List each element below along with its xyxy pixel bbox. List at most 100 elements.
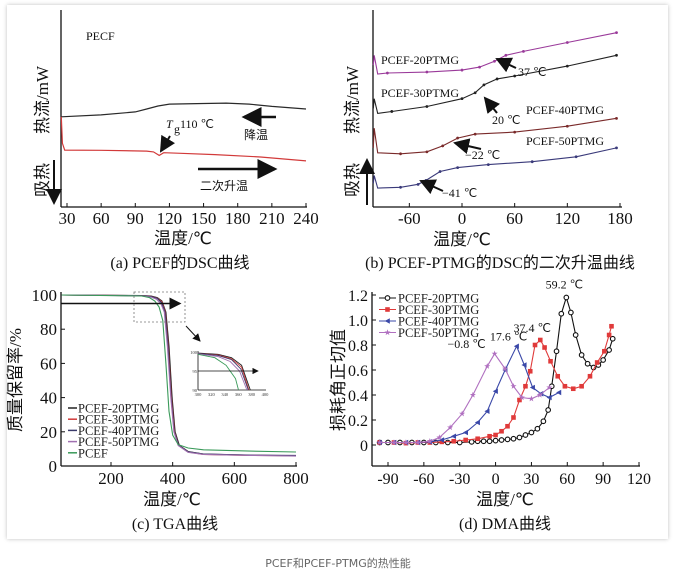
d-legend: PCEF-20PTMGPCEF-30PTMGPCEF-40PTMGPCEF-50… (379, 292, 479, 340)
b-x-tick-label: 180 (607, 209, 633, 228)
d-y-label: 损耗角正切值 (329, 329, 348, 431)
d-series-1-point (555, 373, 561, 379)
d-series-0-point (572, 332, 579, 338)
d-series-3-point (469, 391, 476, 398)
d-series-3-point (390, 439, 398, 446)
d-series-2-point (513, 343, 519, 350)
inset-x-tick-label: 400 (262, 392, 270, 397)
d-series-2-point (492, 388, 498, 395)
d-legend-label: PCEF-40PTMG (398, 315, 479, 329)
d-y-tick-label: 1.2 (348, 288, 368, 305)
d-series-1-point (562, 383, 568, 389)
d-series-2-point (556, 389, 562, 396)
a-y-label: 热流/mW (33, 65, 52, 134)
b-x-tick-label: 0 (458, 209, 467, 228)
d-series-0-point (510, 435, 517, 442)
c-x-tick-label: 200 (98, 469, 124, 488)
d-series-0-point (568, 309, 574, 316)
d-series-3-point (510, 383, 517, 389)
b-series-3-line (372, 147, 617, 189)
inset-x-tick-label: 340 (221, 392, 229, 397)
d-series-0-point (578, 352, 585, 358)
d-legend-marker (385, 307, 390, 312)
c-inset: 300 320 340 360 380 400 90 95 100 (190, 350, 269, 397)
d-series-2-point (450, 433, 457, 440)
c-legend-label: PCEF-50PTMG (78, 435, 159, 449)
b-series-1-point (390, 110, 394, 113)
a-tg-symbol: T (166, 117, 174, 131)
c-y-tick-label: 100 (32, 286, 58, 305)
d-series-3-point (376, 439, 383, 446)
c-legend-label: PCEF (78, 446, 108, 460)
d-series-0-point (468, 439, 475, 445)
b-arrow-50ptmg (419, 179, 444, 195)
d-series-0-point (545, 407, 552, 413)
d-series-3-point (447, 424, 454, 431)
b-series-1-point (495, 77, 499, 81)
d-legend-label: PCEF-20PTMG (398, 292, 479, 306)
c-x-tick-label: 800 (283, 469, 309, 488)
inset-x-tick-label: 360 (235, 392, 243, 397)
b-series-3-point (530, 160, 534, 164)
inset-y-tick-label: 90 (193, 388, 198, 393)
d-series-2-point (529, 384, 535, 391)
c-legend-label: PCEF-20PTMG (78, 402, 159, 416)
d-series-0-point (553, 348, 560, 355)
inset-x-tick-label: 300 (195, 392, 203, 397)
a-ydir-label: 吸热 (33, 163, 52, 197)
d-legend-label: PCEF-50PTMG (398, 326, 479, 340)
b-arrow-30ptmg (483, 96, 500, 114)
d-legend-label: PCEF-30PTMG (398, 303, 479, 317)
b-series-2-point (565, 124, 569, 128)
d-series-1-point (451, 438, 457, 444)
b-x-tick-label: 120 (555, 209, 581, 228)
d-series-3-point (518, 394, 525, 401)
d-series-0-point (516, 434, 523, 441)
a-x-tick-label: 210 (259, 209, 285, 228)
d-x-tick-label: 60 (559, 471, 575, 488)
d-series-3-point (502, 365, 509, 372)
d-x-tick-label: 120 (627, 471, 651, 488)
d-series-3-point (402, 439, 409, 446)
b-series-3-point (399, 185, 402, 189)
b-series-3-point (424, 179, 428, 182)
b-label-30ptmg: PCEF-30PTMG (381, 86, 459, 100)
d-series-1-point (532, 342, 538, 348)
d-series-1-point (499, 428, 504, 434)
c-x-tick-label: 400 (160, 469, 186, 488)
a-tg-sub: g (174, 122, 180, 136)
d-series-0-point (606, 347, 612, 353)
c-y-tick-label: 40 (40, 389, 57, 408)
d-series-0-point (584, 360, 591, 367)
b-label-50ptmg: PCEF-50PTMG (526, 134, 604, 148)
d-series-3-point (459, 410, 466, 417)
d-series-2-point (521, 362, 527, 368)
b-series-1-point (615, 53, 618, 57)
b-series-3-point (438, 170, 442, 173)
b-tg-30ptmg: 20 ℃ (492, 113, 520, 127)
a-x-tick-label: 30 (59, 209, 76, 228)
d-y-tick-label: 0.8 (348, 338, 368, 355)
b-series-1-point (473, 91, 477, 95)
d-series-1-point (517, 397, 522, 403)
a-x-tick-label: 180 (225, 209, 251, 228)
c-series-3-line (61, 294, 297, 457)
b-caption: (b) PCEF-PTMG的DSC的二次升温曲线 (365, 254, 635, 272)
inset-series-3-line (197, 353, 248, 391)
d-series-1-point (609, 323, 614, 329)
c-y-tick-label: 20 (40, 423, 57, 442)
d-series-1-point (594, 360, 600, 365)
d-series-0-point (600, 357, 606, 363)
d-legend-marker (384, 295, 391, 301)
d-series-0-point (528, 429, 535, 436)
a-tg-arrow (159, 134, 176, 153)
c-series-4-line (61, 294, 297, 453)
d-x-tick-label: -90 (377, 471, 398, 488)
d-series-0-point (563, 294, 570, 301)
d-series-0-point (498, 437, 505, 443)
b-series-0-point (565, 41, 569, 44)
inset-x-tick-label: 320 (208, 392, 216, 397)
d-series-3-point (546, 384, 553, 391)
b-arrow-20ptmg (495, 57, 517, 73)
b-series-0-point (522, 49, 525, 53)
